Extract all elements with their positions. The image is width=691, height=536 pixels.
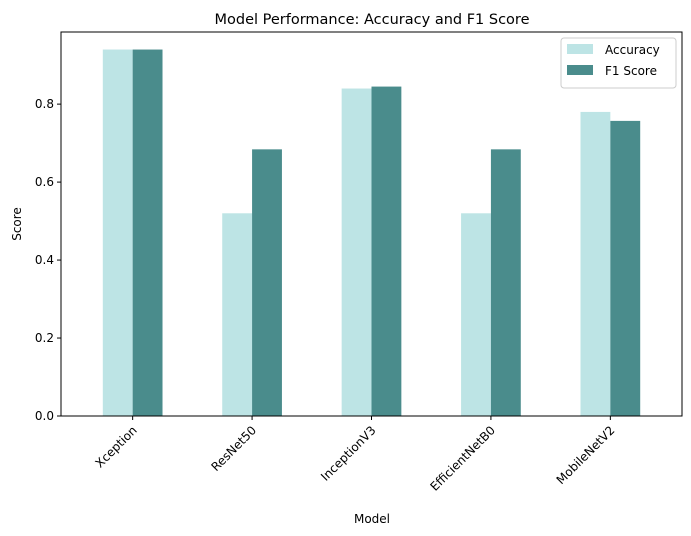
x-tick-label-resnet50: ResNet50 [208,423,259,474]
x-axis-title: Model [354,512,390,526]
y-tick-label: 0.8 [35,97,54,111]
bar-accuracy-resnet50 [222,213,253,416]
legend-swatch-f1-score [567,65,593,75]
bar-f1-score-mobilenetv2 [610,120,641,416]
x-tick-label-inceptionv3: InceptionV3 [318,423,379,484]
y-tick-label: 0.6 [35,175,54,189]
x-tick-label-xception: Xception [93,423,140,470]
y-axis-title: Score [10,207,24,241]
y-tick-label: 0.2 [35,331,54,345]
legend-label-f1-score: F1 Score [605,64,657,78]
bar-f1-score-inceptionv3 [371,86,402,417]
bar-f1-score-resnet50 [252,149,282,416]
x-tick-label-mobilenetv2: MobileNetV2 [554,423,618,487]
bars [102,49,641,417]
y-tick-label: 0.0 [35,409,54,423]
bar-accuracy-inceptionv3 [341,88,372,416]
legend-label-accuracy: Accuracy [605,43,660,57]
bar-accuracy-efficientnetb0 [461,213,491,416]
y-tick-label: 0.4 [35,253,54,267]
x-tick-label-efficientnetb0: EfficientNetB0 [428,423,499,494]
bar-accuracy-mobilenetv2 [580,111,611,416]
chart-title: Model Performance: Accuracy and F1 Score [214,12,529,28]
bar-f1-score-efficientnetb0 [490,149,521,416]
legend-swatch-accuracy [567,44,593,54]
y-axis: 0.0 0.2 0.4 0.6 0.8 [35,97,61,423]
bar-f1-score-xception [132,49,163,416]
bar-accuracy-xception [102,49,133,416]
x-axis: Xception ResNet50 InceptionV3 EfficientNetB… [93,416,618,494]
legend: Accuracy F1 Score [560,37,677,89]
